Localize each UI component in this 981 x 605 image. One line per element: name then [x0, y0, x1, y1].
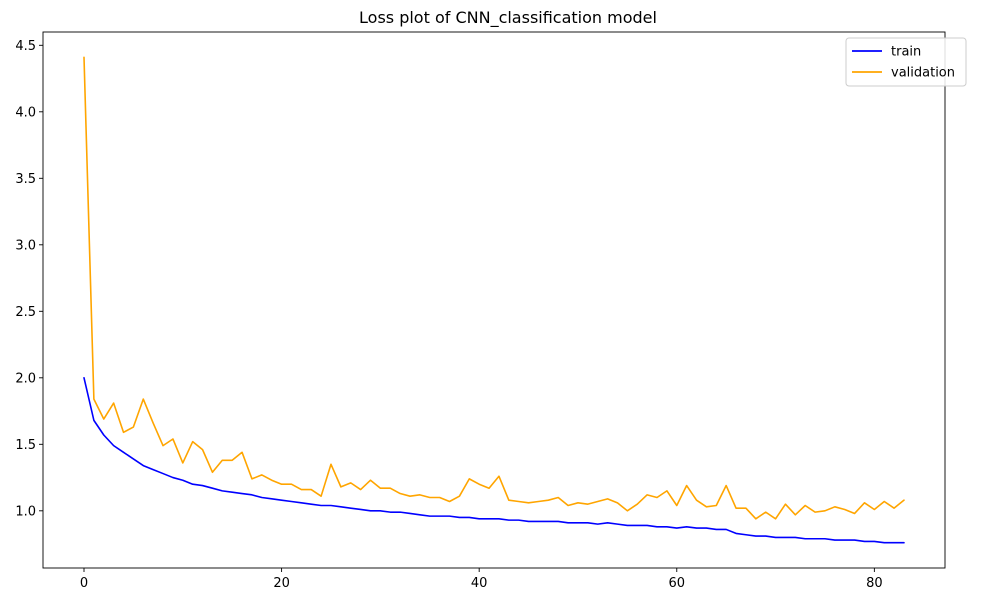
axes-frame — [42, 31, 946, 569]
x-tick-label: 0 — [80, 576, 88, 591]
chart-title: Loss plot of CNN_classification model — [359, 8, 657, 28]
series-line-train — [83, 377, 905, 544]
y-tick-label: 1.5 — [15, 438, 36, 453]
x-tick-label: 60 — [668, 576, 685, 591]
series-layer — [83, 56, 905, 544]
x-tick-label: 20 — [273, 576, 290, 591]
y-tick-label: 2.5 — [15, 305, 36, 320]
x-tick-label: 40 — [471, 576, 488, 591]
x-tick-label: 80 — [866, 576, 883, 591]
y-tick-label: 4.5 — [15, 39, 36, 54]
axes-layer: 0 20 40 60 80 1.0 1.5 2.0 2.5 3.0 3.5 4.0 4.5 — [15, 31, 946, 591]
y-tick-label: 4.0 — [15, 105, 36, 120]
legend-box — [845, 37, 967, 87]
y-tick-label: 3.5 — [15, 172, 36, 187]
y-tick-label: 3.0 — [15, 238, 36, 253]
legend: train validation — [845, 37, 967, 87]
legend-label-train: train — [891, 45, 921, 60]
y-tick-label: 1.0 — [15, 504, 36, 519]
legend-label-validation: validation — [891, 66, 955, 81]
series-line-validation — [83, 56, 905, 520]
y-tick-label: 2.0 — [15, 371, 36, 386]
